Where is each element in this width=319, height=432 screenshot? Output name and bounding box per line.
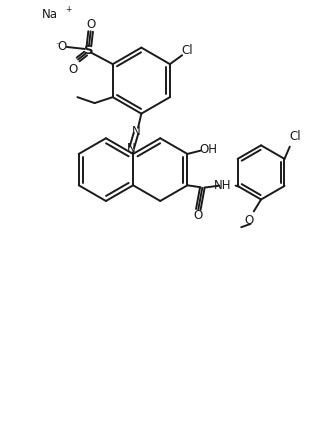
Text: S: S <box>84 44 94 57</box>
Text: Na: Na <box>42 8 58 21</box>
Text: NH: NH <box>214 179 232 192</box>
Text: ⁻: ⁻ <box>55 42 60 51</box>
Text: O: O <box>245 214 254 227</box>
Text: Cl: Cl <box>182 44 193 57</box>
Text: O: O <box>86 18 95 31</box>
Text: +: + <box>65 5 72 14</box>
Text: O: O <box>193 209 202 222</box>
Text: N: N <box>127 143 136 156</box>
Text: N: N <box>132 125 141 138</box>
Text: Cl: Cl <box>289 130 301 143</box>
Text: O: O <box>69 63 78 76</box>
Text: OH: OH <box>199 143 217 156</box>
Text: O: O <box>57 40 67 53</box>
